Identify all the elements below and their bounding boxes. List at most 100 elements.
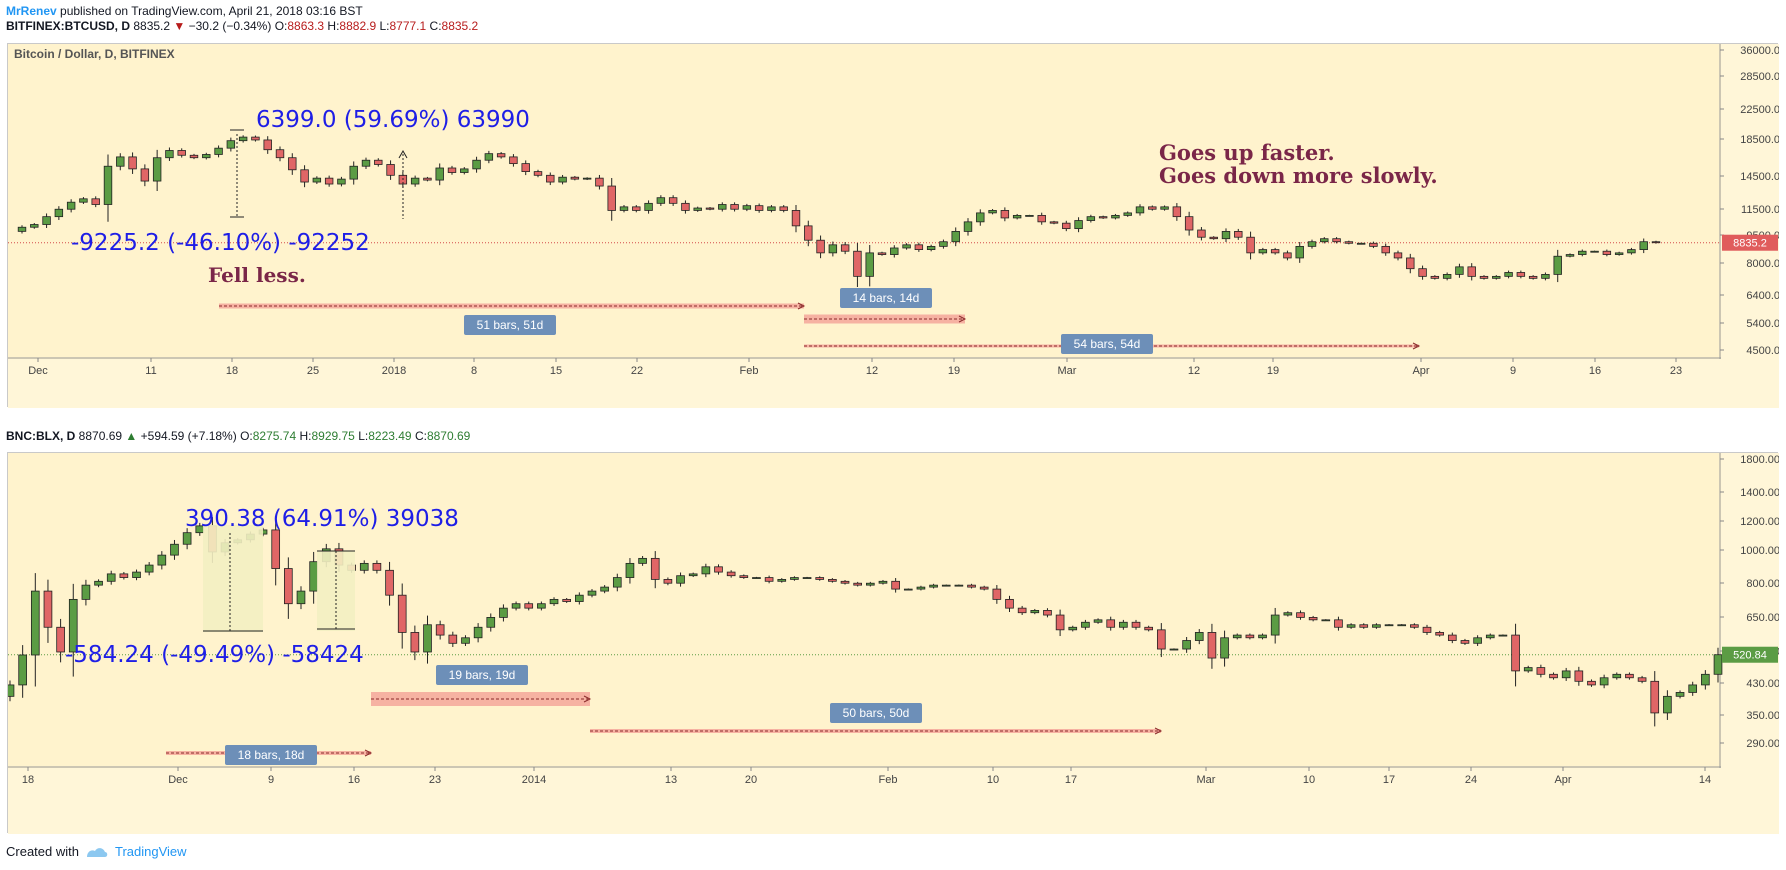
- created-with-text: Created with: [6, 844, 79, 859]
- candle-body: [816, 239, 825, 254]
- candle-body: [1220, 637, 1229, 659]
- x-tick-label: 18: [22, 774, 34, 786]
- candle: [17, 225, 27, 234]
- candle: [1639, 238, 1648, 254]
- candle: [1356, 242, 1366, 245]
- candle: [263, 136, 272, 154]
- candle: [1455, 263, 1464, 278]
- candle: [42, 213, 51, 228]
- candle-body: [1037, 214, 1046, 223]
- price-change: +594.59 (+7.18%): [140, 429, 237, 443]
- blx-chart-panel[interactable]: 1800.00 1400.00 1200.00 1000.00 800.00 650.00…: [7, 452, 1779, 834]
- y-tick-label: 28500.0: [1740, 71, 1779, 83]
- candle: [612, 573, 622, 592]
- candle-body: [1334, 619, 1343, 628]
- author-name[interactable]: MrRenev: [6, 4, 57, 18]
- candle: [1025, 214, 1034, 217]
- candle-body: [1119, 621, 1128, 628]
- candle-body: [435, 167, 444, 181]
- candle-body: [1359, 624, 1369, 628]
- candle: [1258, 633, 1267, 640]
- tradingview-link[interactable]: TradingView: [114, 844, 187, 859]
- candle-body: [840, 244, 850, 252]
- y-tick-label: 1200.00: [1740, 516, 1779, 528]
- candle-body: [386, 164, 395, 176]
- y-tick-label: 36000.0: [1740, 45, 1779, 57]
- range-box-19: [371, 692, 590, 706]
- candle: [533, 169, 543, 178]
- candle: [410, 625, 420, 661]
- candle-body: [1012, 214, 1022, 219]
- candle: [1528, 275, 1538, 280]
- btc-chart[interactable]: 36000.0 28500.0 22500.0 18500.0 14500.0 11500…: [8, 44, 1779, 408]
- candle-body: [1511, 634, 1520, 672]
- x-tick-label: 11: [145, 365, 156, 377]
- candle: [1234, 228, 1243, 240]
- x-tick-label: Dec: [168, 774, 188, 786]
- candle-body: [1025, 214, 1034, 217]
- candle-body: [1485, 634, 1495, 639]
- candle-body: [939, 241, 948, 247]
- symbol-name[interactable]: BITFINEX:BTCUSD, D: [6, 19, 130, 33]
- candle-body: [1651, 241, 1661, 244]
- candle: [91, 196, 100, 208]
- y-tick-label: 18500.0: [1740, 134, 1779, 146]
- candle: [600, 585, 609, 594]
- candle: [1030, 608, 1040, 615]
- range-badge-bg: [1061, 334, 1153, 354]
- candle-body: [1172, 206, 1182, 218]
- candle: [754, 203, 764, 213]
- candle: [461, 635, 470, 646]
- y-tick-label: 430.00: [1746, 678, 1779, 690]
- candle-body: [739, 575, 749, 578]
- candle: [1422, 624, 1432, 635]
- candle: [1536, 664, 1546, 678]
- candle: [891, 578, 900, 593]
- symbol-name[interactable]: BNC:BLX, D: [6, 429, 76, 443]
- candle-body: [1295, 245, 1304, 259]
- candle-body: [152, 157, 162, 182]
- candle-body: [607, 185, 616, 211]
- candle: [903, 588, 913, 591]
- candle-body: [54, 208, 64, 218]
- candle: [1372, 623, 1381, 629]
- candle-body: [1602, 250, 1612, 255]
- candle-body: [324, 177, 334, 185]
- candle: [1000, 207, 1010, 222]
- candle-body: [177, 150, 186, 156]
- btc-chart-panel[interactable]: 36000.0 28500.0 22500.0 18500.0 14500.0 11500…: [7, 43, 1779, 408]
- candle-body: [705, 207, 715, 210]
- candle-body: [182, 532, 192, 545]
- candle-body: [1627, 249, 1636, 254]
- candle-body: [359, 562, 369, 571]
- candle-body: [802, 577, 812, 579]
- time-axis-bg: [8, 359, 1779, 408]
- candle-body: [1000, 210, 1010, 219]
- candle-body: [533, 171, 543, 176]
- candle: [1295, 242, 1304, 263]
- candle-body: [1197, 229, 1206, 238]
- candle-body: [460, 168, 469, 173]
- candle: [1393, 250, 1403, 261]
- candle-body: [638, 557, 647, 564]
- candle-body: [1473, 637, 1482, 644]
- candle-body: [251, 136, 260, 141]
- y-tick-label: 4500.0: [1746, 345, 1779, 357]
- candle: [575, 592, 584, 605]
- candle-body: [157, 554, 167, 566]
- close-value: 8835.2: [441, 19, 479, 33]
- candle-body: [754, 205, 764, 211]
- candle-body: [447, 167, 457, 173]
- candle-body: [284, 568, 293, 605]
- candle: [271, 517, 281, 586]
- candle: [103, 154, 113, 222]
- candle-body: [1637, 677, 1647, 682]
- candle-body: [1182, 640, 1191, 650]
- blx-chart[interactable]: 1800.00 1400.00 1200.00 1000.00 800.00 650.00…: [8, 453, 1779, 834]
- candle: [1209, 236, 1218, 240]
- candle: [638, 556, 647, 566]
- candle: [486, 613, 496, 632]
- last-price-badge-label: 8835.2: [1733, 238, 1767, 250]
- candle-body: [828, 579, 837, 582]
- candle: [1012, 213, 1022, 220]
